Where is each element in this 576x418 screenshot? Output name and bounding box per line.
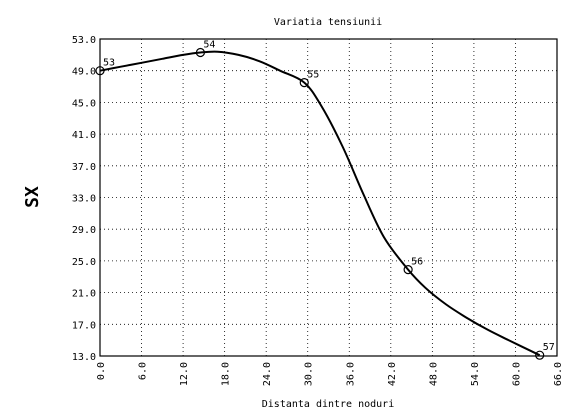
x-tick-label: 54.0	[470, 362, 481, 386]
x-tick-label: 0.0	[96, 362, 107, 380]
x-tick-label: 18.0	[221, 362, 232, 386]
node-label: 57	[543, 342, 555, 353]
node-label: 55	[307, 70, 319, 81]
x-tick-label: 60.0	[511, 362, 522, 386]
node-markers: 53 54 55 56 57	[95, 39, 555, 360]
y-axis-label: SX	[22, 186, 43, 208]
x-tick-label: 66.0	[553, 362, 564, 386]
y-axis-ticks: 13.0 17.0 21.0 25.0 29.0 33.0 37.0 41.0 45.0 49.0…	[72, 35, 96, 363]
y-tick-label: 45.0	[72, 98, 96, 109]
y-tick-label: 29.0	[72, 225, 96, 236]
x-axis-label: Distanta dintre noduri	[262, 399, 394, 410]
x-tick-label: 42.0	[387, 362, 398, 386]
node-marker	[403, 265, 413, 275]
y-tick-label: 41.0	[72, 130, 96, 141]
x-tick-label: 12.0	[179, 362, 190, 386]
y-tick-label: 21.0	[72, 289, 96, 300]
x-tick-label: 6.0	[138, 362, 149, 380]
x-tick-label: 36.0	[345, 362, 356, 386]
node-marker	[299, 77, 309, 88]
y-tick-label: 25.0	[72, 257, 96, 268]
node-label: 56	[411, 257, 423, 268]
series-line	[99, 50, 541, 357]
y-tick-label: 37.0	[72, 162, 96, 173]
y-tick-label: 33.0	[72, 194, 96, 205]
y-tick-label: 17.0	[72, 320, 96, 331]
node-marker	[195, 47, 206, 58]
y-tick-label: 53.0	[72, 35, 96, 46]
x-tick-label: 24.0	[262, 362, 273, 386]
x-tick-label: 48.0	[428, 362, 439, 386]
node-label: 54	[203, 39, 215, 50]
chart-title: Variatia tensiunii	[274, 17, 382, 28]
x-axis-ticks: 0.0 6.0 12.0 18.0 24.0 30.0 36.0 42.0 48.0 54.0 60…	[96, 362, 564, 386]
y-tick-label: 49.0	[72, 67, 96, 78]
plot-frame	[99, 38, 558, 357]
grid	[100, 39, 557, 356]
node-marker	[535, 350, 545, 360]
y-tick-label: 13.0	[72, 352, 96, 363]
node-label: 53	[103, 58, 115, 69]
x-tick-label: 30.0	[304, 362, 315, 386]
